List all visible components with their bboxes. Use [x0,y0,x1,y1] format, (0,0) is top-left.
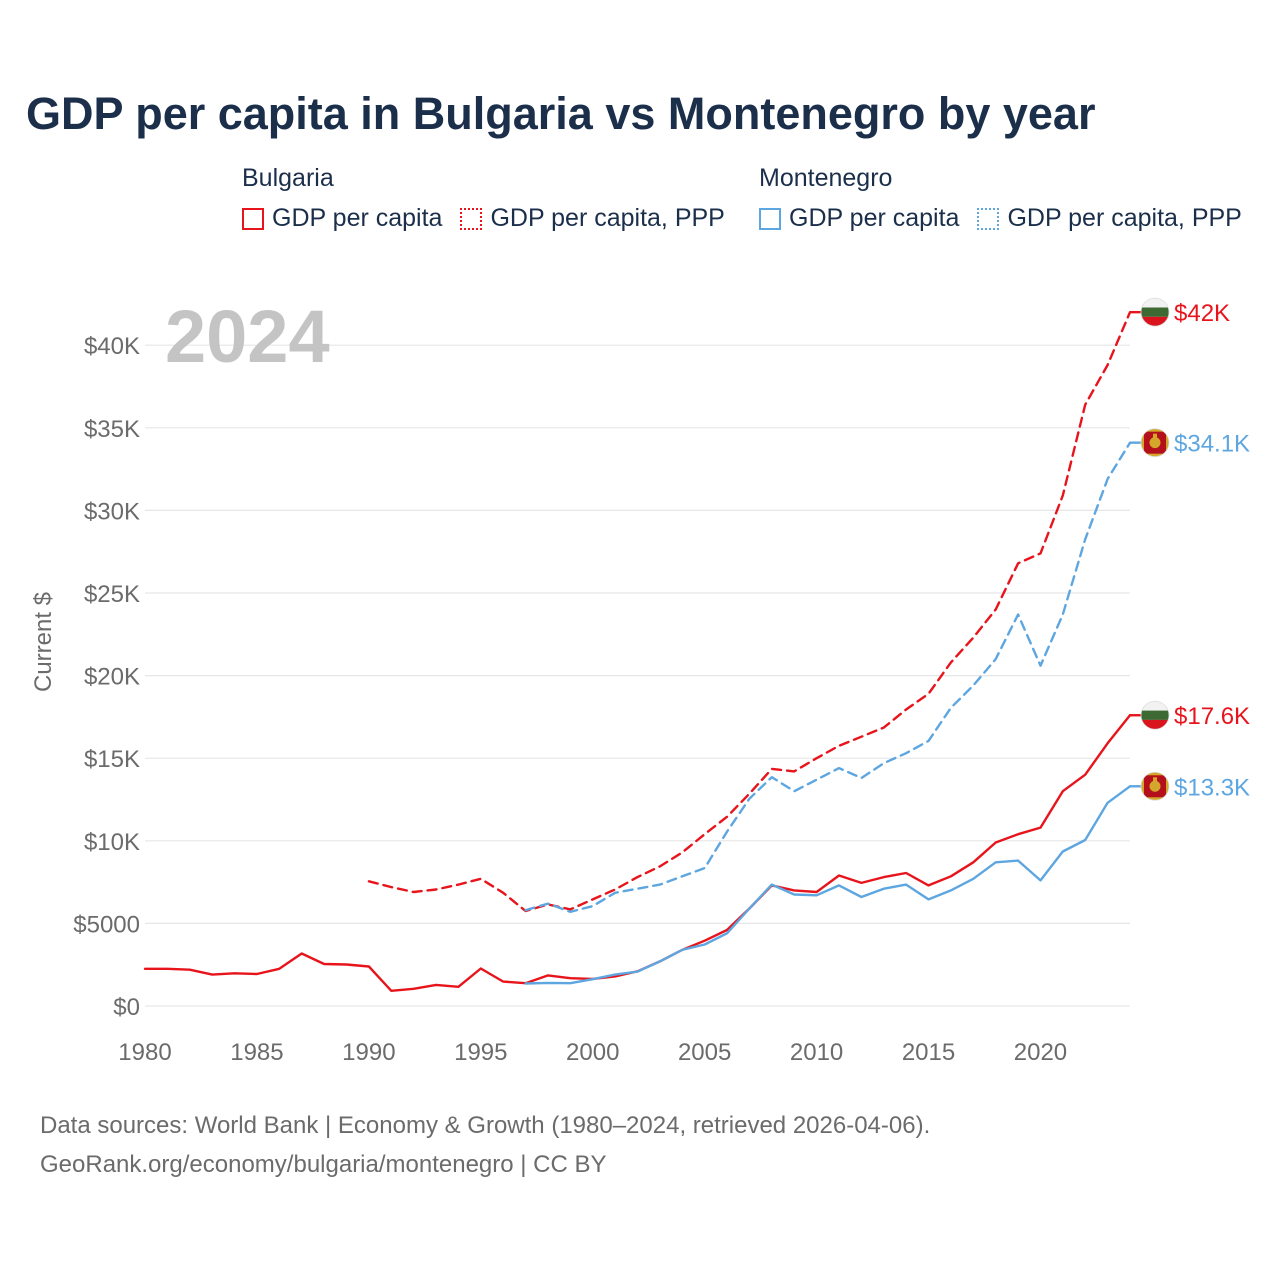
legend-item-montenegro-gdp[interactable]: GDP per capita [759,204,959,233]
y-tick-label: $40K [84,333,140,360]
series-line-montenegro-gdp [524,785,1132,985]
x-tick-label: 1985 [230,1039,283,1066]
y-tick-label: $20K [84,664,140,691]
footer-sources: Data sources: World Bank | Economy & Gro… [40,1112,931,1139]
series-end-label: $17.6K [1174,703,1250,730]
montenegro-flag-icon [1141,428,1169,457]
x-tick-label: 2005 [678,1039,731,1066]
label-layer: $17.6K $42K $13.3K $34.1K [1140,297,1250,801]
dotted-swatch-icon [460,207,483,230]
flag-outline [1140,700,1170,730]
y-tick-label: $0 [113,994,140,1021]
series-layer [143,310,1142,992]
legend-label: GDP per capita, PPP [490,204,725,232]
flag-outline [1140,428,1170,458]
series-line-bulgaria-ppp [367,311,1132,913]
legend-group-name: Montenegro [759,164,893,192]
legend-group-montenegro: Montenegro GDP per capita GDP per capita… [759,162,1260,233]
year-watermark: 2024 [165,295,330,378]
solid-swatch-icon [759,207,781,230]
series-end-label: $34.1K [1174,431,1250,458]
grid-layer: $0 $5000 $10K $15K $20K $25K $30K $35K $40K 1980 1… [73,333,1130,1066]
x-tick-label: 1980 [118,1039,171,1066]
x-tick-label: 2000 [566,1039,619,1066]
y-tick-label: $30K [84,498,140,525]
y-tick-label: $35K [84,416,140,443]
flag-outline [1140,771,1170,801]
series-end-label: $42K [1174,300,1230,327]
y-tick-label: $15K [84,746,140,773]
series-end-label: $13.3K [1174,774,1250,801]
legend-group-bulgaria: Bulgaria GDP per capita GDP per capita, … [242,162,743,233]
bulgaria-flag-icon [1141,701,1169,730]
y-axis-label: Current $ [30,592,57,692]
legend-group-name: Bulgaria [242,164,334,192]
x-tick-label: 1990 [342,1039,395,1066]
chart-title: GDP per capita in Bulgaria vs Montenegro… [26,88,1096,139]
series-line-montenegro-ppp [524,441,1132,913]
y-tick-label: $5000 [73,911,140,938]
legend-item-bulgaria-gdp[interactable]: GDP per capita [242,204,442,233]
legend-label: GDP per capita [789,204,960,232]
x-tick-label: 2015 [902,1039,955,1066]
footer: Data sources: World Bank | Economy & Gro… [40,1106,930,1184]
y-tick-label: $25K [84,581,140,608]
legend-item-bulgaria-ppp[interactable]: GDP per capita, PPP [460,204,725,233]
y-tick-label: $10K [84,829,140,856]
x-tick-label: 1995 [454,1039,507,1066]
x-tick-label: 2010 [790,1039,843,1066]
legend-label: GDP per capita [272,204,443,232]
bulgaria-flag-icon [1141,298,1169,327]
legend-item-montenegro-ppp[interactable]: GDP per capita, PPP [977,204,1242,233]
flag-outline [1140,297,1170,327]
x-tick-label: 2020 [1014,1039,1067,1066]
series-line-bulgaria-gdp [143,714,1132,992]
montenegro-flag-icon [1141,772,1169,801]
dotted-swatch-icon [977,207,1000,230]
footer-attribution: GeoRank.org/economy/bulgaria/montenegro … [40,1151,607,1178]
legend-label: GDP per capita, PPP [1007,204,1242,232]
solid-swatch-icon [242,207,264,230]
